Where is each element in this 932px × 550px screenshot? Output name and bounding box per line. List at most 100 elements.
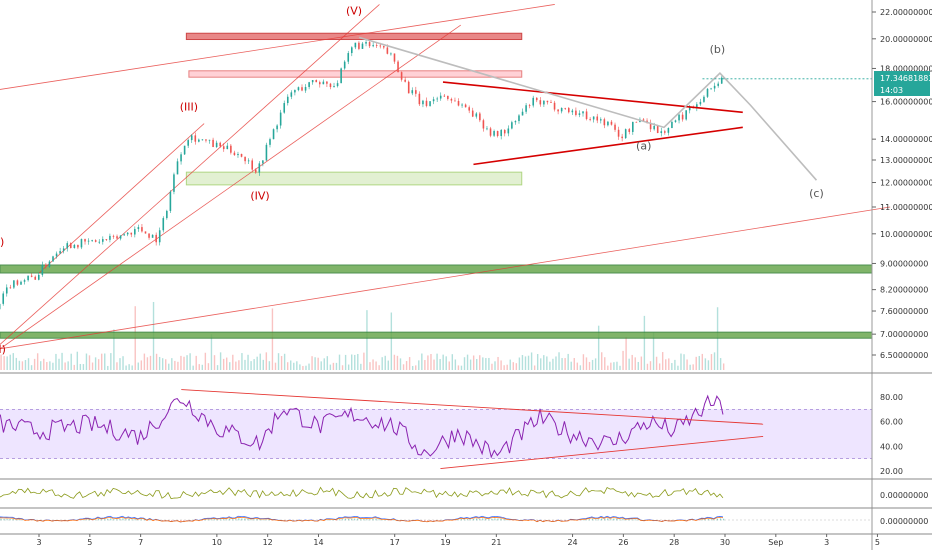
macd-hist-bar	[713, 519, 716, 521]
macd-hist-bar	[100, 519, 103, 521]
volume-bar	[683, 354, 685, 370]
volume-bar	[341, 365, 344, 370]
candle	[272, 129, 275, 140]
price-tick-label: 20.00000000	[880, 35, 932, 44]
macd-hist-bar	[110, 518, 112, 521]
volume-bar	[216, 365, 219, 370]
price-tick-label: 12.00000000	[880, 179, 932, 188]
macd-hist-bar	[482, 518, 484, 521]
macd-hist-bar	[710, 519, 712, 521]
macd-signal-line	[0, 516, 724, 523]
macd-hist-bar	[472, 519, 475, 521]
candle	[354, 42, 357, 48]
macd-hist-bar	[628, 519, 630, 521]
candle	[30, 275, 33, 277]
volume-bar	[399, 358, 402, 370]
volume-bar	[436, 353, 438, 370]
candle	[507, 128, 510, 134]
candle	[610, 121, 613, 125]
candle	[468, 107, 470, 111]
trend-line-1	[0, 4, 380, 345]
volume-bar	[604, 357, 606, 370]
volume-bar	[277, 353, 280, 370]
volume-bar	[158, 356, 161, 370]
macd-hist-bar	[543, 520, 545, 522]
volume-bar	[402, 364, 405, 370]
volume-bar	[210, 334, 213, 370]
volume-bar	[149, 355, 152, 370]
candle	[628, 129, 631, 132]
candle	[660, 131, 663, 134]
candle	[603, 119, 606, 126]
macd-hist-bar	[363, 519, 365, 521]
macd-hist-bar	[497, 518, 499, 521]
candle	[671, 121, 673, 129]
volume-bar	[405, 361, 408, 370]
macd-hist-bar	[378, 519, 380, 521]
volume-bar	[97, 359, 100, 370]
volume-bar	[155, 353, 158, 370]
volume-bar	[192, 365, 194, 370]
volume-bar	[631, 354, 633, 370]
candle	[528, 105, 531, 107]
volume-bar	[204, 352, 207, 370]
volume-bar	[366, 310, 368, 370]
candle	[52, 256, 54, 262]
volume-bar	[427, 355, 429, 370]
macd-hist-bar	[347, 518, 350, 521]
volume-bar	[311, 356, 313, 370]
volume-bar	[668, 358, 670, 370]
candle	[532, 97, 535, 106]
macd-hist-bar	[634, 519, 636, 521]
price-tick-label: 7.60000000	[880, 307, 928, 316]
candle	[571, 110, 574, 113]
x-tick-label: 24	[567, 538, 577, 547]
rsi-tick-label: 40.00	[880, 442, 903, 451]
volume-bar	[674, 359, 676, 370]
candle	[304, 87, 307, 91]
volume-bar	[500, 360, 502, 370]
macd-hist-bar	[244, 518, 246, 521]
candle	[347, 53, 350, 62]
macd-hist-bar	[500, 518, 502, 521]
candle	[457, 100, 460, 106]
volume-bar	[610, 362, 612, 370]
macd-hist-bar	[97, 518, 100, 521]
volume-bar	[713, 352, 716, 370]
candle	[233, 152, 236, 156]
candle	[560, 107, 563, 112]
volume-bar	[582, 354, 585, 370]
macd-hist-bar	[338, 519, 341, 521]
price-tick-label: 18.00000000	[880, 64, 932, 73]
candle	[511, 122, 513, 129]
candle	[685, 110, 687, 120]
volume-bar	[543, 355, 545, 370]
volume-bar	[476, 359, 478, 370]
volume-bar	[533, 365, 536, 370]
macd-hist-bar	[552, 520, 554, 522]
candle	[230, 145, 232, 153]
candle	[546, 100, 549, 103]
candle	[475, 113, 478, 117]
macd-hist-bar	[707, 518, 709, 521]
volume-bar	[652, 332, 655, 370]
volume-bar	[454, 359, 457, 370]
candle	[415, 90, 417, 94]
macd-hist-bar	[344, 518, 347, 521]
macd-hist-bar	[238, 518, 240, 521]
volume-bar	[113, 329, 115, 370]
candle	[294, 90, 296, 93]
candle	[166, 210, 168, 219]
volume-bar	[21, 361, 24, 370]
volume-bar	[573, 358, 575, 370]
volume-bar	[357, 353, 359, 370]
candle	[322, 81, 325, 85]
macd-hist-bar	[494, 518, 496, 521]
candle	[279, 112, 282, 126]
candle	[343, 61, 346, 69]
volume-bar	[448, 361, 450, 370]
candle	[141, 227, 143, 232]
candle	[205, 139, 207, 141]
macd-hist-bar	[131, 519, 133, 521]
